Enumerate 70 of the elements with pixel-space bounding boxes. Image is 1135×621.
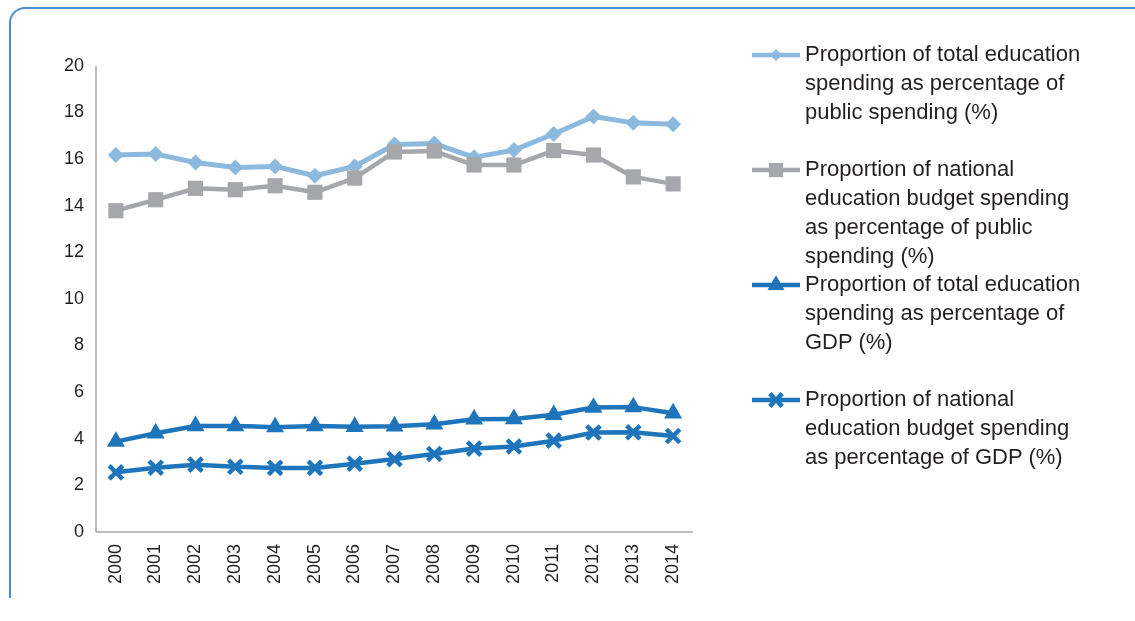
point — [106, 463, 125, 482]
legend-label: Proportion of national education budget spending as percentage of public spending (%) — [805, 155, 1070, 268]
point — [585, 108, 602, 125]
point — [305, 458, 324, 477]
y-tick-label: 18 — [63, 101, 84, 122]
legend-label: Proportion of national education budget spending as percentage of GDP (%) — [805, 385, 1070, 469]
point — [625, 114, 642, 131]
point — [186, 455, 205, 474]
x-tick-label: 2009 — [462, 544, 483, 585]
point — [466, 157, 482, 173]
point — [544, 431, 563, 450]
point — [465, 439, 484, 458]
point — [227, 159, 244, 176]
point — [385, 450, 404, 469]
y-tick-label: 2 — [73, 474, 84, 495]
y-tick-label: 8 — [73, 334, 84, 355]
x-tick-label: 2012 — [582, 544, 603, 585]
point — [425, 444, 444, 463]
point — [187, 180, 204, 196]
point — [227, 182, 243, 198]
point — [624, 423, 643, 442]
x-tick-label: 2010 — [502, 544, 523, 585]
x-tick-label: 2014 — [661, 544, 682, 585]
point — [504, 437, 523, 456]
point — [347, 170, 363, 186]
legend-label: Proportion of total education spending as percentage of GDP (%) — [805, 270, 1081, 354]
y-tick-label: 12 — [63, 241, 84, 262]
y-tick-label: 0 — [73, 520, 84, 541]
y-tick-label: 10 — [63, 287, 84, 308]
point — [506, 157, 522, 173]
point — [187, 154, 204, 171]
point — [307, 184, 323, 200]
point — [267, 178, 283, 194]
point — [306, 167, 323, 184]
point — [267, 158, 284, 175]
x-tick-label: 2001 — [144, 544, 165, 585]
x-tick-label: 2006 — [343, 544, 364, 585]
x-tick-label: 2002 — [184, 544, 205, 585]
point — [505, 142, 522, 159]
x-tick-label: 2003 — [224, 544, 245, 585]
point — [545, 126, 562, 143]
x-tick-label: 2004 — [263, 544, 284, 585]
point — [148, 192, 164, 208]
point — [266, 458, 285, 477]
point — [107, 147, 124, 164]
point — [146, 458, 165, 477]
x-tick-label: 2013 — [622, 544, 643, 585]
x-tick-label: 2007 — [383, 544, 404, 585]
point — [665, 176, 681, 192]
point — [345, 454, 364, 473]
point — [585, 147, 602, 163]
y-tick-label: 14 — [63, 194, 84, 215]
x-tick-label: 2008 — [423, 544, 444, 585]
point — [546, 142, 562, 159]
y-tick-label: 6 — [73, 380, 84, 401]
x-tick-label: 2005 — [303, 544, 324, 585]
point — [226, 457, 245, 476]
point — [386, 144, 403, 160]
point — [625, 169, 641, 185]
point — [664, 427, 683, 445]
x-tick-label: 2011 — [542, 544, 563, 583]
point — [584, 423, 603, 442]
point — [426, 143, 442, 159]
point — [108, 203, 124, 219]
point — [665, 116, 682, 133]
x-tick-label: 2000 — [104, 544, 125, 585]
y-tick-label: 16 — [63, 147, 84, 168]
y-tick-label: 20 — [63, 54, 84, 75]
legend-label: Proportion of total education spending as percentage of public spending (%) — [805, 40, 1081, 124]
y-tick-label: 4 — [73, 427, 84, 448]
